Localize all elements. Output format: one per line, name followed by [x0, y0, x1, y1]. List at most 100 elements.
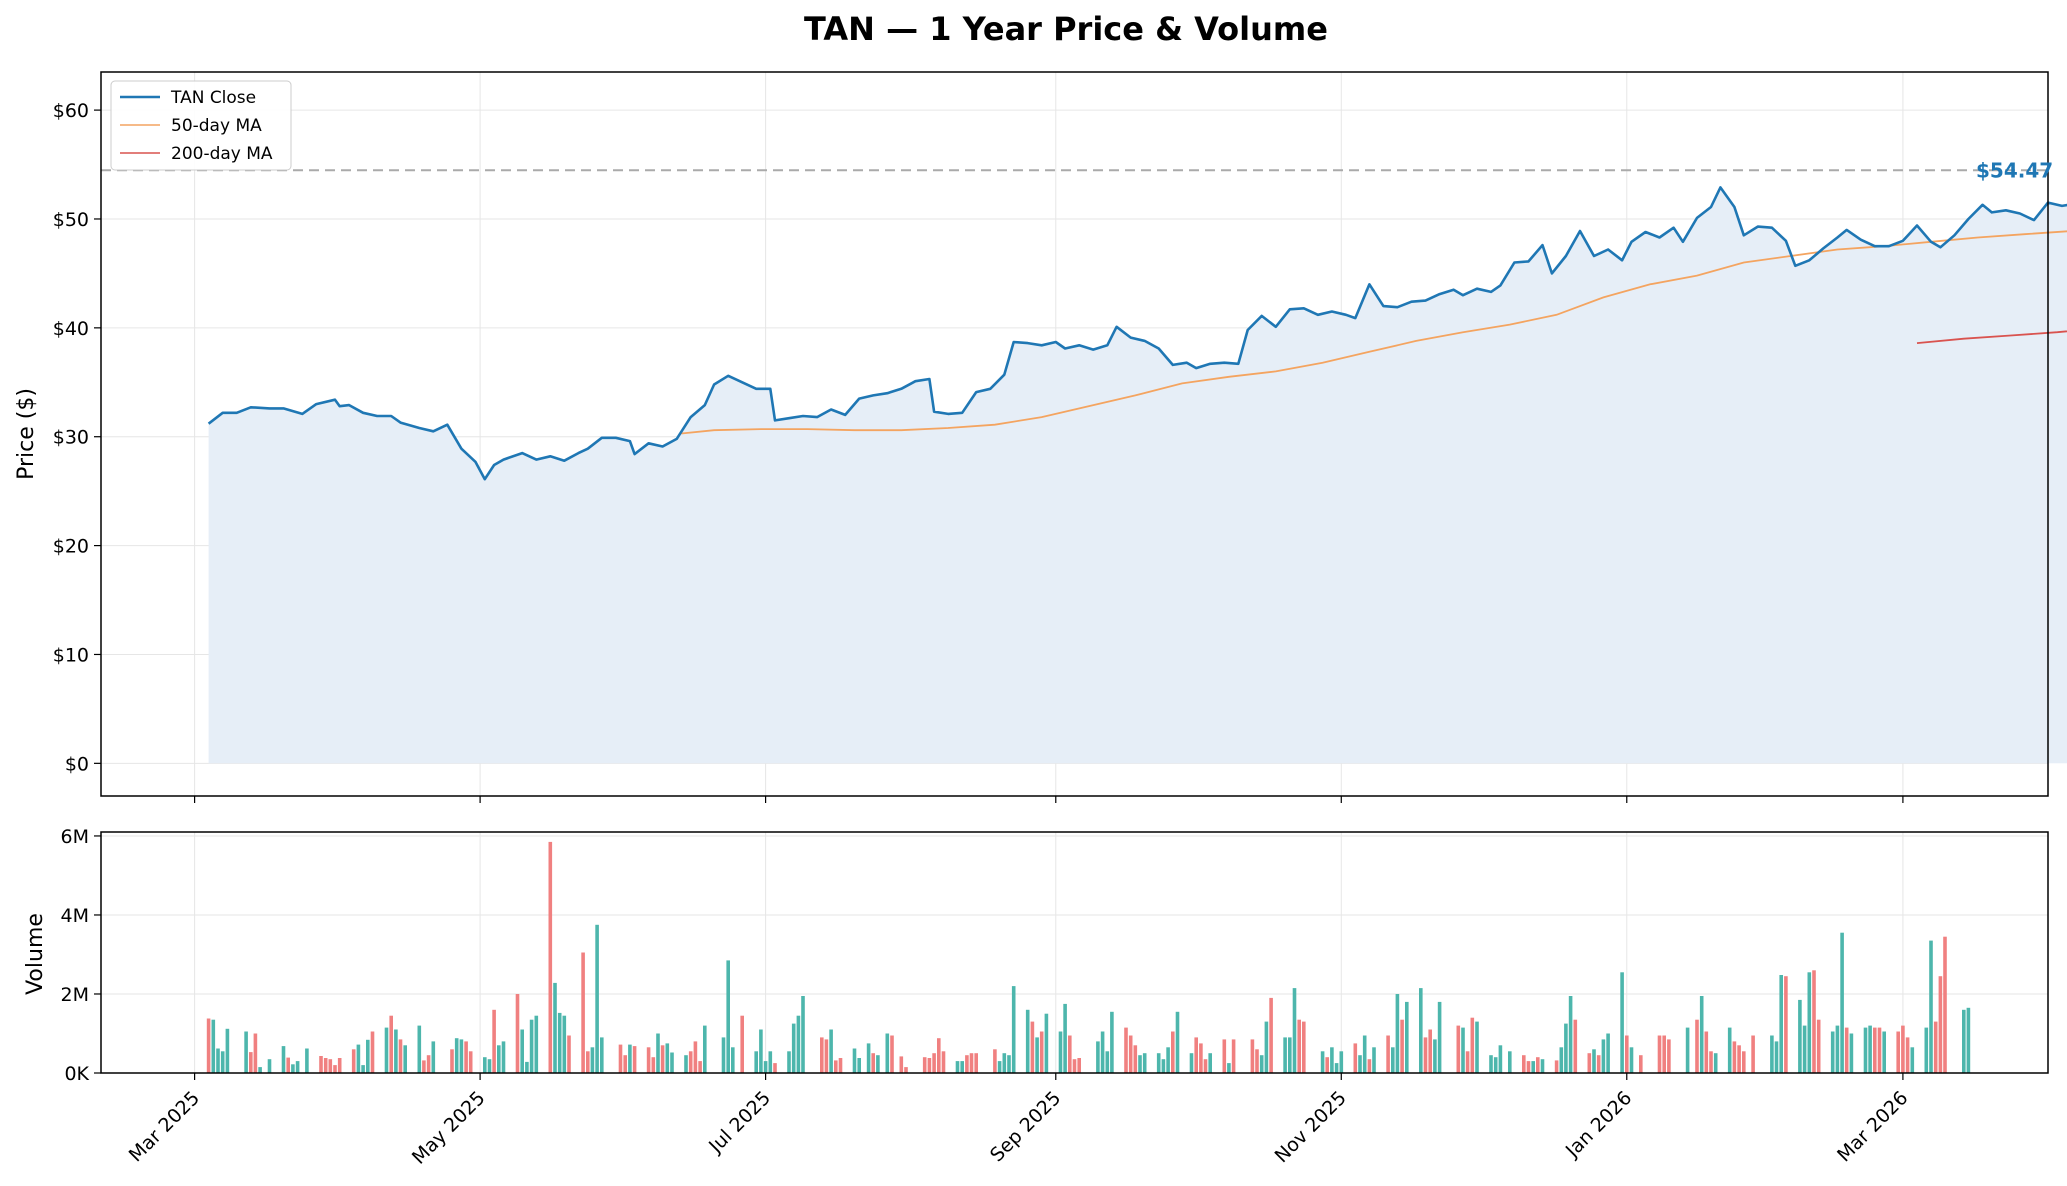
- volume-bar: [740, 1015, 744, 1073]
- volume-bar: [1559, 1047, 1564, 1073]
- volume-bar: [1774, 1041, 1779, 1073]
- volume-bar: [787, 1051, 791, 1073]
- xtick-label: Mar 2025: [125, 1087, 204, 1166]
- volume-bar: [1330, 1047, 1334, 1073]
- volume-bar: [1419, 988, 1423, 1073]
- volume-bar: [394, 1029, 398, 1073]
- volume-bar: [927, 1058, 932, 1073]
- volume-bar: [1433, 1039, 1437, 1073]
- volume-bar: [1203, 1059, 1208, 1073]
- volume-bar: [1863, 1027, 1868, 1073]
- volume-bar: [1573, 1019, 1578, 1073]
- volume-ytick-label: 0K: [64, 1063, 89, 1085]
- volume-bar: [1025, 1009, 1030, 1073]
- volume-bar: [1068, 1035, 1072, 1073]
- volume-bar: [632, 1046, 637, 1073]
- volume-bar: [791, 1023, 796, 1073]
- volume-bar: [1372, 1047, 1376, 1073]
- volume-bar: [885, 1033, 890, 1073]
- volume-bar: [426, 1055, 431, 1073]
- volume-bar: [431, 1041, 436, 1073]
- volume-bar: [389, 1015, 393, 1073]
- volume-bar: [1938, 976, 1943, 1073]
- volume-bar: [660, 1045, 665, 1073]
- volume-bar: [693, 1041, 698, 1073]
- volume-bar: [1194, 1037, 1198, 1073]
- volume-bar: [422, 1060, 426, 1073]
- volume-bar: [225, 1028, 230, 1073]
- price-x-tick-marks: [194, 796, 1904, 803]
- volume-bar: [1391, 1047, 1395, 1073]
- volume-bar: [1105, 1051, 1110, 1073]
- volume-bar: [1063, 1003, 1067, 1073]
- volume-plot-frame: [100, 831, 2049, 1074]
- volume-bar: [1568, 996, 1573, 1073]
- volume-bar: [1255, 1049, 1259, 1073]
- volume-bar: [464, 1041, 468, 1073]
- volume-bar: [890, 1035, 894, 1073]
- xtick-label: Jan 2026: [1561, 1087, 1636, 1162]
- volume-y-ticks: 0K 2M 4M 6M: [61, 826, 101, 1085]
- volume-bar: [1695, 1019, 1699, 1073]
- volume-bar: [1437, 1001, 1442, 1073]
- volume-bar: [834, 1060, 838, 1073]
- volume-bar: [468, 1051, 473, 1073]
- volume-bar: [1171, 1031, 1175, 1073]
- volume-bar: [356, 1044, 361, 1073]
- volume-bar: [1124, 1027, 1128, 1073]
- volume-bar: [1166, 1047, 1170, 1073]
- volume-bar: [1142, 1053, 1147, 1073]
- volume-bar: [211, 1019, 216, 1073]
- volume-bar: [1933, 1021, 1938, 1073]
- volume-bar: [525, 1061, 529, 1073]
- volume-bar: [974, 1053, 978, 1073]
- volume-ytick-label: 4M: [61, 905, 89, 927]
- volume-bar: [295, 1061, 300, 1073]
- volume-bar: [754, 1051, 758, 1073]
- volume-bar: [586, 1051, 590, 1073]
- volume-bar: [1100, 1031, 1105, 1073]
- volume-bar: [1540, 1059, 1545, 1073]
- volume-bar: [871, 1053, 875, 1073]
- volume-bar: [1161, 1059, 1166, 1073]
- volume-bar: [1456, 1025, 1461, 1073]
- volume-bar: [1264, 1021, 1269, 1073]
- volume-bar: [1526, 1061, 1531, 1073]
- volume-bar: [820, 1037, 824, 1073]
- volume-bar: [567, 1035, 571, 1073]
- volume-bar: [721, 1037, 726, 1073]
- volume-bar: [1587, 1053, 1592, 1073]
- volume-ytick-label: 2M: [61, 984, 89, 1006]
- price-ytick-label: $30: [53, 427, 89, 449]
- volume-bar: [1709, 1051, 1713, 1073]
- legend-box: [110, 80, 292, 171]
- close-fill-area: [208, 187, 2067, 764]
- price-ytick-label: $0: [65, 753, 89, 775]
- volume-bar: [628, 1044, 632, 1073]
- volume-bar: [1713, 1053, 1718, 1073]
- volume-bar: [403, 1045, 407, 1073]
- volume-bar: [1657, 1035, 1662, 1073]
- volume-bar: [351, 1049, 356, 1073]
- xtick-label: Jul 2025: [704, 1087, 775, 1158]
- price-ytick-label: $20: [53, 536, 89, 558]
- volume-bar: [1292, 988, 1297, 1073]
- volume-bar: [1873, 1027, 1877, 1073]
- volume-ytick-label: 6M: [61, 826, 89, 848]
- volume-bar: [1011, 986, 1016, 1073]
- volume-bar: [623, 1055, 627, 1073]
- volume-bar: [333, 1065, 337, 1073]
- volume-bar: [1465, 1051, 1470, 1073]
- volume-bar: [291, 1064, 295, 1073]
- volume-bar: [1110, 1011, 1114, 1073]
- volume-bar: [941, 1051, 946, 1073]
- volume-bar: [548, 841, 553, 1073]
- last-price-label: $54.47: [1976, 158, 2053, 182]
- volume-bar: [1493, 1057, 1498, 1073]
- volume-bar: [726, 960, 730, 1073]
- volume-bar: [1751, 1035, 1755, 1073]
- volume-bar: [1882, 1031, 1886, 1073]
- volume-bar: [305, 1048, 309, 1073]
- price-ytick-label: $60: [53, 100, 89, 122]
